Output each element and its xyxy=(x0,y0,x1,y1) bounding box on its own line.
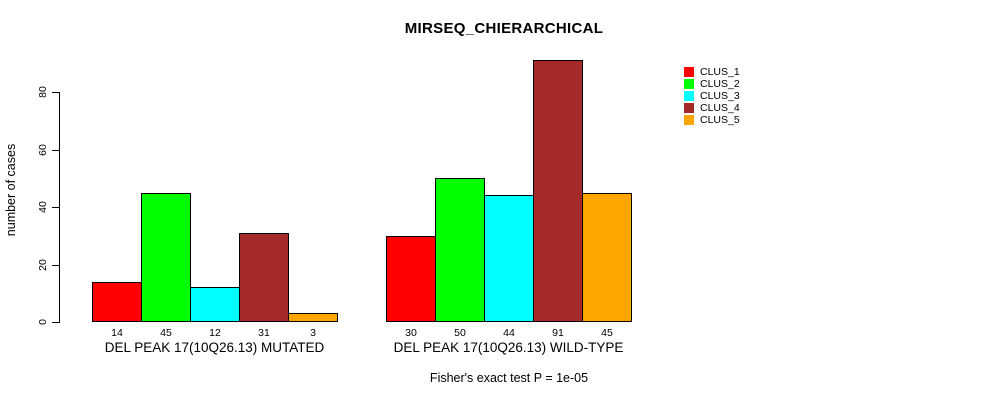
bar-value-label: 3 xyxy=(310,327,316,339)
y-tick-label: 40 xyxy=(37,201,49,213)
y-tick-mark xyxy=(52,207,59,208)
y-tick-mark xyxy=(52,322,59,323)
legend-label: CLUS_3 xyxy=(700,90,740,102)
bar-clus-5-group1 xyxy=(288,313,338,322)
bar-value-label: 45 xyxy=(601,327,613,339)
legend-label: CLUS_5 xyxy=(700,114,740,126)
legend-swatch-clus-5 xyxy=(684,115,694,125)
y-tick-label: 20 xyxy=(37,259,49,271)
legend-swatch-clus-1 xyxy=(684,67,694,77)
bar-clus-4-group1 xyxy=(239,233,289,322)
bar-value-label: 14 xyxy=(111,327,123,339)
bar-value-label: 12 xyxy=(209,327,221,339)
legend-item-clus-5: CLUS_5 xyxy=(684,114,740,126)
bar-value-label: 31 xyxy=(258,327,270,339)
legend-swatch-clus-2 xyxy=(684,79,694,89)
legend-item-clus-3: CLUS_3 xyxy=(684,90,740,102)
legend-label: CLUS_1 xyxy=(700,66,740,78)
bar-clus-2-group1 xyxy=(141,193,191,322)
footnote: Fisher's exact test P = 1e-05 xyxy=(429,371,589,385)
legend-item-clus-1: CLUS_1 xyxy=(684,66,740,78)
bar-clus-2-group2 xyxy=(435,178,485,322)
category-label-group1: DEL PEAK 17(10Q26.13) MUTATED xyxy=(104,340,325,355)
category-label-group2: DEL PEAK 17(10Q26.13) WILD-TYPE xyxy=(393,340,624,355)
legend-swatch-clus-4 xyxy=(684,103,694,113)
bar-clus-4-group2 xyxy=(533,60,583,322)
y-tick-mark xyxy=(52,150,59,151)
bar-clus-3-group2 xyxy=(484,195,534,322)
bar-clus-1-group1 xyxy=(92,282,142,322)
bar-value-label: 45 xyxy=(160,327,172,339)
bar-clus-1-group2 xyxy=(386,236,436,322)
legend-item-clus-2: CLUS_2 xyxy=(684,78,740,90)
bar-clus-3-group1 xyxy=(190,287,240,322)
bar-value-label: 44 xyxy=(503,327,515,339)
chart-title: MIRSEQ_CHIERARCHICAL xyxy=(404,20,604,37)
bar-value-label: 50 xyxy=(454,327,466,339)
y-tick-label: 0 xyxy=(37,319,49,325)
legend-label: CLUS_2 xyxy=(700,78,740,90)
y-tick-mark xyxy=(52,92,59,93)
legend-label: CLUS_4 xyxy=(700,102,740,114)
y-tick-label: 60 xyxy=(37,144,49,156)
bar-clus-5-group2 xyxy=(582,193,632,322)
y-tick-label: 80 xyxy=(37,86,49,98)
legend: CLUS_1 CLUS_2 CLUS_3 CLUS_4 CLUS_5 xyxy=(684,66,740,126)
y-tick-mark xyxy=(52,265,59,266)
y-axis-label: number of cases xyxy=(4,143,18,237)
legend-item-clus-4: CLUS_4 xyxy=(684,102,740,114)
bar-value-label: 91 xyxy=(552,327,564,339)
y-axis-line xyxy=(59,92,60,323)
legend-swatch-clus-3 xyxy=(684,91,694,101)
bar-value-label: 30 xyxy=(405,327,417,339)
